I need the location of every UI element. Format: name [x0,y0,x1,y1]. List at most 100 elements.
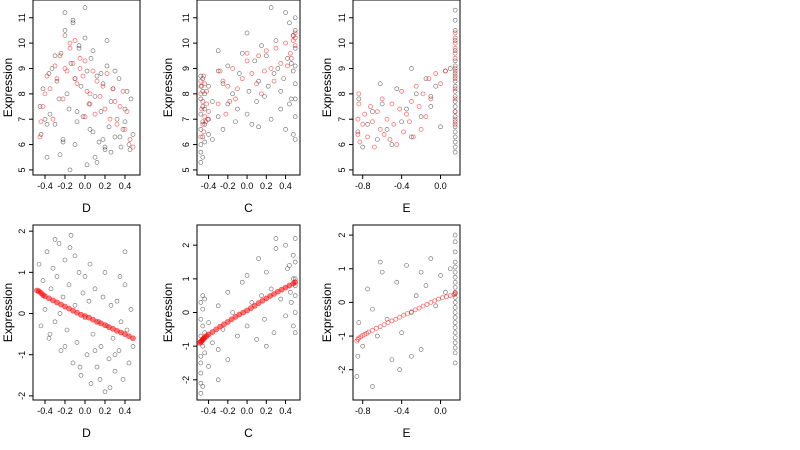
observed-point [413,293,419,298]
observed-point [452,134,458,140]
fitted-point [230,66,236,71]
observed-point [289,61,294,66]
observed-point [76,270,82,275]
fitted-point [254,81,260,87]
observed-point [397,367,402,373]
observed-point [265,83,271,89]
fitted-point [397,314,403,320]
fitted-point [436,296,442,302]
fitted-point [67,45,73,51]
observed-point [452,305,458,310]
observed-point [264,53,269,59]
observed-point [90,48,96,54]
observed-point [200,134,206,140]
observed-point [283,242,288,248]
fitted-point [447,293,453,299]
observed-point [428,256,434,261]
x-tick-label: 0.0 [241,406,254,416]
fitted-point [263,48,269,54]
y-tick-label: 1 [181,276,191,281]
fitted-point [84,88,90,94]
fitted-point [215,101,221,107]
observed-point [285,56,290,61]
observed-point [64,91,70,97]
fitted-point [287,50,293,56]
fitted-point [104,71,110,76]
y-tick-label: 11 [181,13,191,22]
fitted-point [102,106,108,112]
observed-point [354,374,360,379]
observed-point [244,30,250,36]
fitted-point [62,66,68,71]
observed-point [62,28,68,33]
y-tick-label: 9 [337,66,347,71]
observed-point [80,114,86,119]
x-tick-label: -0.2 [57,406,73,416]
observed-point [70,17,76,23]
observed-point [360,343,366,349]
observed-point [46,335,52,341]
fitted-point [438,81,443,87]
fitted-point [50,116,56,122]
fitted-point [408,99,414,104]
observed-point [259,293,264,298]
y-tick-label: 0 [181,310,191,315]
fitted-point [130,144,136,150]
x-tick-label: 0.2 [260,406,273,416]
fitted-point [124,109,130,114]
observed-point [76,45,82,51]
y-tick-label: 11 [17,13,27,22]
observed-point [200,323,206,329]
y-tick-label: 2 [337,233,347,238]
observed-point [409,353,414,359]
x-tick-label: -0.4 [37,181,53,191]
points-layer [34,232,136,395]
observed-point [67,167,73,173]
observed-point [292,114,298,119]
observed-point [198,111,204,117]
observed-point [273,236,279,241]
observed-point [418,269,424,275]
fitted-point [224,319,231,325]
observed-point [82,35,88,41]
fitted-point [57,53,63,59]
fitted-point [44,73,50,79]
y-tick-label: -2 [337,366,347,374]
observed-point [235,106,240,112]
observed-point [292,310,298,315]
fitted-point [130,335,136,342]
observed-point [52,53,58,59]
observed-point [438,124,443,130]
observed-point [404,106,409,112]
observed-point [233,119,238,125]
observed-point [237,71,242,76]
observed-point [452,274,458,280]
fitted-point [100,83,106,89]
observed-point [292,137,298,142]
points-layer [354,232,458,389]
observed-point [126,360,132,366]
observed-point [110,335,116,341]
observed-point [389,357,395,362]
observed-point [289,96,294,102]
observed-point [94,364,100,370]
observed-point [273,246,279,251]
fitted-point [198,78,204,84]
observed-point [52,319,58,325]
observed-point [130,132,136,137]
observed-point [452,68,458,74]
observed-point [287,263,292,268]
x-tick-label: -0.8 [355,406,371,416]
observed-point [452,310,458,315]
fitted-point [80,73,86,79]
fitted-point [385,320,391,325]
observed-point [452,104,458,109]
observed-point [235,333,240,339]
observed-point [202,139,208,145]
observed-point [244,323,250,329]
observed-point [76,43,82,48]
observed-point [62,257,68,263]
observed-point [200,293,206,298]
fitted-point [235,86,240,92]
